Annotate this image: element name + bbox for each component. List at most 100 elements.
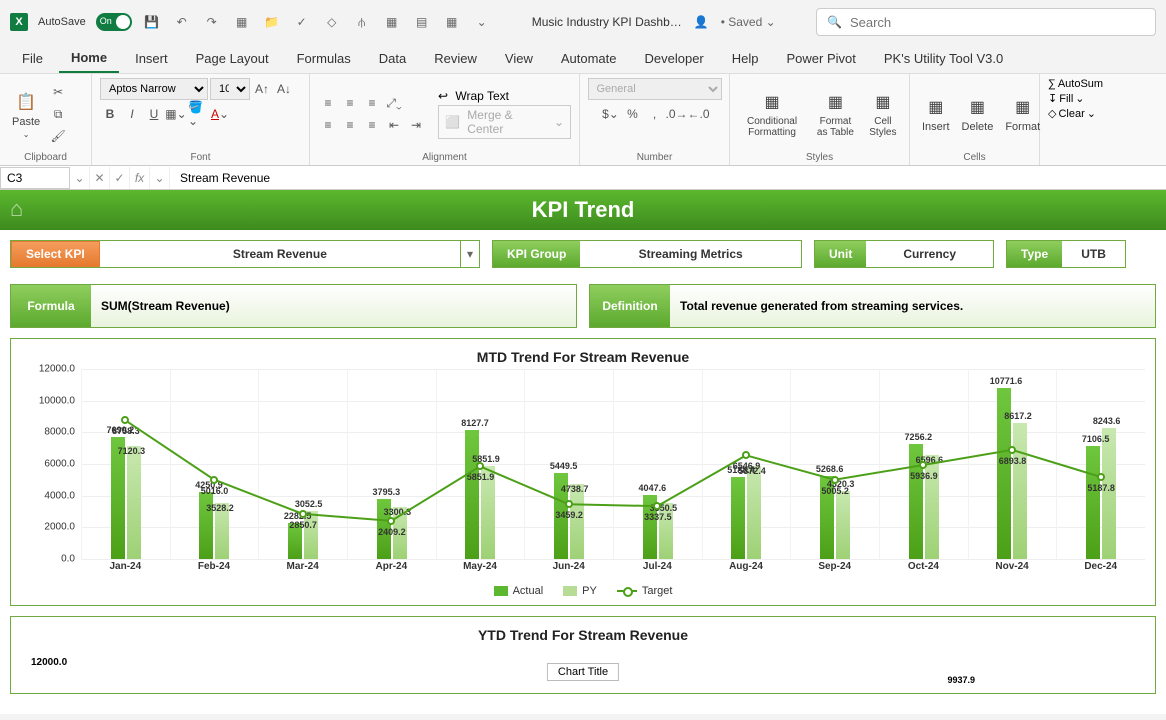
indent-inc-icon[interactable]: ⇥ — [406, 115, 426, 135]
search-input[interactable] — [850, 15, 1145, 30]
decrease-font-icon[interactable]: A↓ — [274, 79, 294, 99]
indent-dec-icon[interactable]: ⇤ — [384, 115, 404, 135]
align-right-icon[interactable]: ≡ — [362, 115, 382, 135]
saved-status[interactable]: • Saved ⌄ — [721, 15, 776, 29]
redo-icon[interactable]: ↷ — [202, 12, 222, 32]
clear-button[interactable]: ◇ Clear ⌄ — [1048, 107, 1096, 120]
select-kpi-dropdown-icon[interactable]: ▾ — [461, 247, 479, 261]
ribbon-tab-view[interactable]: View — [493, 45, 545, 72]
chart-title-placeholder[interactable]: Chart Title — [547, 663, 619, 681]
underline-button[interactable]: U — [144, 104, 164, 124]
paste-icon: 📋 — [14, 90, 38, 114]
ribbon-tab-power-pivot[interactable]: Power Pivot — [775, 45, 868, 72]
dec-decimal-icon[interactable]: ←.0 — [689, 104, 709, 124]
fx-icon[interactable]: fx — [130, 167, 150, 189]
ribbon-tab-help[interactable]: Help — [720, 45, 771, 72]
ribbon-tab-data[interactable]: Data — [367, 45, 418, 72]
align-center-icon[interactable]: ≡ — [340, 115, 360, 135]
qat-icon-2[interactable]: 📁 — [262, 12, 282, 32]
qat-dropdown-icon[interactable]: ⌄ — [472, 12, 492, 32]
qat-icon-6[interactable]: ▦ — [382, 12, 402, 32]
ribbon-tab-pk-s-utility-tool-v3-0[interactable]: PK's Utility Tool V3.0 — [872, 45, 1015, 72]
format-as-table-button[interactable]: ▦Format as Table — [810, 88, 861, 140]
target-point[interactable] — [919, 461, 927, 469]
cell-styles-button[interactable]: ▦Cell Styles — [865, 88, 901, 140]
cancel-formula-icon[interactable]: ✕ — [90, 167, 110, 189]
wrap-text-button[interactable]: ↩ Wrap Text — [438, 89, 571, 103]
target-point[interactable] — [121, 416, 129, 424]
select-kpi-value[interactable]: Stream Revenue — [100, 241, 461, 267]
percent-icon[interactable]: % — [623, 104, 643, 124]
format-cells-button[interactable]: ▦Format — [1001, 93, 1044, 135]
align-left-icon[interactable]: ≡ — [318, 115, 338, 135]
font-size-select[interactable]: 10 — [210, 78, 250, 100]
paste-button[interactable]: 📋 Paste ⌄ — [8, 88, 44, 141]
target-point[interactable] — [210, 476, 218, 484]
qat-icon-3[interactable]: ✓ — [292, 12, 312, 32]
ribbon-tab-developer[interactable]: Developer — [633, 45, 716, 72]
cut-icon[interactable]: ✂ — [48, 82, 68, 102]
chart-mtd-area[interactable]: 0.02000.04000.06000.08000.010000.012000.… — [21, 369, 1145, 579]
ribbon-tab-formulas[interactable]: Formulas — [285, 45, 363, 72]
comma-icon[interactable]: , — [645, 104, 665, 124]
undo-icon[interactable]: ↶ — [172, 12, 192, 32]
target-point[interactable] — [831, 476, 839, 484]
ribbon-tab-review[interactable]: Review — [422, 45, 489, 72]
ribbon-tab-insert[interactable]: Insert — [123, 45, 180, 72]
ribbon-tab-page-layout[interactable]: Page Layout — [184, 45, 281, 72]
group-editing — [1048, 150, 1122, 163]
qat-icon-5[interactable]: ⫛ — [352, 12, 372, 32]
align-bot-icon[interactable]: ≡ — [362, 93, 382, 113]
fill-color-button[interactable]: 🪣⌄ — [188, 104, 208, 124]
formula-definition-row: Formula SUM(Stream Revenue) Definition T… — [0, 278, 1166, 338]
enter-formula-icon[interactable]: ✓ — [110, 167, 130, 189]
delete-cells-button[interactable]: ▦Delete — [958, 93, 998, 135]
border-button[interactable]: ▦⌄ — [166, 104, 186, 124]
bold-button[interactable]: B — [100, 104, 120, 124]
format-painter-icon[interactable]: 🖌 — [48, 126, 68, 146]
inc-decimal-icon[interactable]: .0→ — [667, 104, 687, 124]
target-point[interactable] — [653, 502, 661, 510]
search-box[interactable]: 🔍 — [816, 8, 1156, 36]
qat-icon-8[interactable]: ▦ — [442, 12, 462, 32]
x-label: Jun-24 — [524, 561, 613, 579]
qat-icon-1[interactable]: ▦ — [232, 12, 252, 32]
conditional-formatting-button[interactable]: ▦Conditional Formatting — [738, 88, 806, 140]
currency-icon[interactable]: $⌄ — [601, 104, 621, 124]
ribbon-tab-home[interactable]: Home — [59, 44, 119, 73]
target-point[interactable] — [1097, 473, 1105, 481]
orientation-icon[interactable]: ⤢⌄ — [384, 93, 404, 113]
align-top-icon[interactable]: ≡ — [318, 93, 338, 113]
save-icon[interactable]: 💾 — [142, 12, 162, 32]
formula-input[interactable]: Stream Revenue — [170, 171, 1166, 185]
ribbon-tab-automate[interactable]: Automate — [549, 45, 629, 72]
name-box[interactable]: C3 — [0, 167, 70, 189]
italic-button[interactable]: I — [122, 104, 142, 124]
target-point[interactable] — [299, 510, 307, 518]
number-format-select[interactable]: General — [588, 78, 722, 100]
fill-button[interactable]: ↧ Fill ⌄ — [1048, 92, 1085, 105]
align-mid-icon[interactable]: ≡ — [340, 93, 360, 113]
name-dropdown-icon[interactable]: ⌄ — [70, 167, 90, 189]
target-point[interactable] — [1008, 446, 1016, 454]
qat-icon-4[interactable]: ◇ — [322, 12, 342, 32]
home-icon[interactable]: ⌂ — [10, 196, 23, 222]
font-color-button[interactable]: A⌄ — [210, 104, 230, 124]
autosave-toggle[interactable] — [96, 13, 132, 31]
autosum-button[interactable]: ∑ AutoSum — [1048, 78, 1103, 90]
copy-icon[interactable]: ⧉ — [48, 104, 68, 124]
font-name-select[interactable]: Aptos Narrow — [100, 78, 208, 100]
qat-icon-7[interactable]: ▤ — [412, 12, 432, 32]
insert-cells-button[interactable]: ▦Insert — [918, 93, 954, 135]
target-point[interactable] — [476, 462, 484, 470]
merge-center-button[interactable]: ⬜ Merge & Center ⌄ — [438, 105, 571, 139]
formula-dropdown-icon[interactable]: ⌄ — [150, 167, 170, 189]
increase-font-icon[interactable]: A↑ — [252, 79, 272, 99]
ribbon-tab-file[interactable]: File — [10, 45, 55, 72]
document-name[interactable]: Music Industry KPI Dashb… — [532, 15, 682, 29]
target-point[interactable] — [742, 451, 750, 459]
y-tick: 0.0 — [61, 554, 75, 565]
target-point[interactable] — [565, 500, 573, 508]
share-icon[interactable]: 👤 — [694, 15, 709, 29]
target-point[interactable] — [387, 517, 395, 525]
